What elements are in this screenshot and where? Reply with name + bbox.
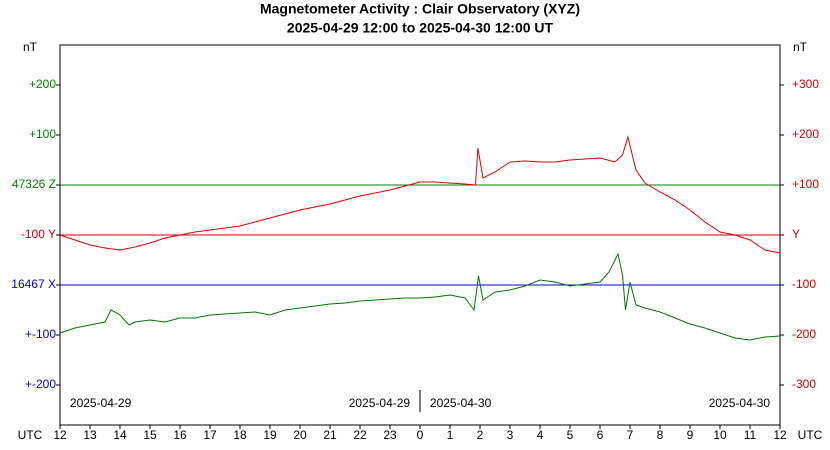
date-label: 2025-04-30 [430,396,492,410]
y-left-label: 16467 X [11,277,56,291]
y-tick-label: +200 [792,127,819,141]
x-tick-label: 3 [507,428,514,442]
y-unit-right: nT [793,40,808,54]
x-tick-label: 11 [744,428,757,442]
y-left-label: +-200 [25,377,56,391]
x-unit-right: UTC [798,428,823,442]
y-left-label: +-100 [25,327,56,341]
chart-subtitle: 2025-04-29 12:00 to 2025-04-30 12:00 UT [287,20,554,36]
x-tick-label: 1 [447,428,454,442]
y-left-label: -100 Y [21,227,56,241]
x-tick-label: 7 [627,428,634,442]
x-unit-left: UTC [18,428,43,442]
x-tick-label: 15 [143,428,157,442]
y-tick-label: -200 [792,327,816,341]
y-tick-label: +300 [792,77,819,91]
x-tick-label: 0 [417,428,424,442]
date-label: 2025-04-30 [709,396,771,410]
y-left-label: 47326 Z [12,177,56,191]
trace [59,135,781,254]
chart-title: Magnetometer Activity : Clair Observator… [260,1,580,17]
trace [59,252,781,341]
y-tick-label: -100 [792,277,816,291]
x-tick-label: 12 [773,428,787,442]
x-tick-label: 13 [83,428,97,442]
x-tick-label: 9 [687,428,694,442]
date-label: 2025-04-29 [349,396,411,410]
x-tick-label: 14 [113,428,127,442]
x-tick-label: 12 [53,428,67,442]
x-tick-label: 10 [713,428,727,442]
y-left-label: +100 [29,127,56,141]
y-unit-left: nT [23,40,38,54]
x-tick-label: 4 [537,428,544,442]
date-label: 2025-04-29 [70,396,132,410]
x-tick-label: 16 [173,428,187,442]
x-tick-label: 23 [383,428,397,442]
y-tick-label: Y [792,227,800,241]
x-tick-label: 22 [353,428,367,442]
x-tick-label: 6 [597,428,604,442]
y-tick-label: -300 [792,377,816,391]
x-tick-label: 19 [263,428,277,442]
x-tick-label: 17 [203,428,217,442]
x-tick-label: 8 [657,428,664,442]
x-tick-label: 5 [567,428,574,442]
x-tick-label: 20 [293,428,307,442]
x-tick-label: 18 [233,428,247,442]
x-tick-label: 21 [323,428,337,442]
y-left-label: +200 [29,77,56,91]
y-tick-label: +100 [792,177,819,191]
x-tick-label: 2 [477,428,484,442]
